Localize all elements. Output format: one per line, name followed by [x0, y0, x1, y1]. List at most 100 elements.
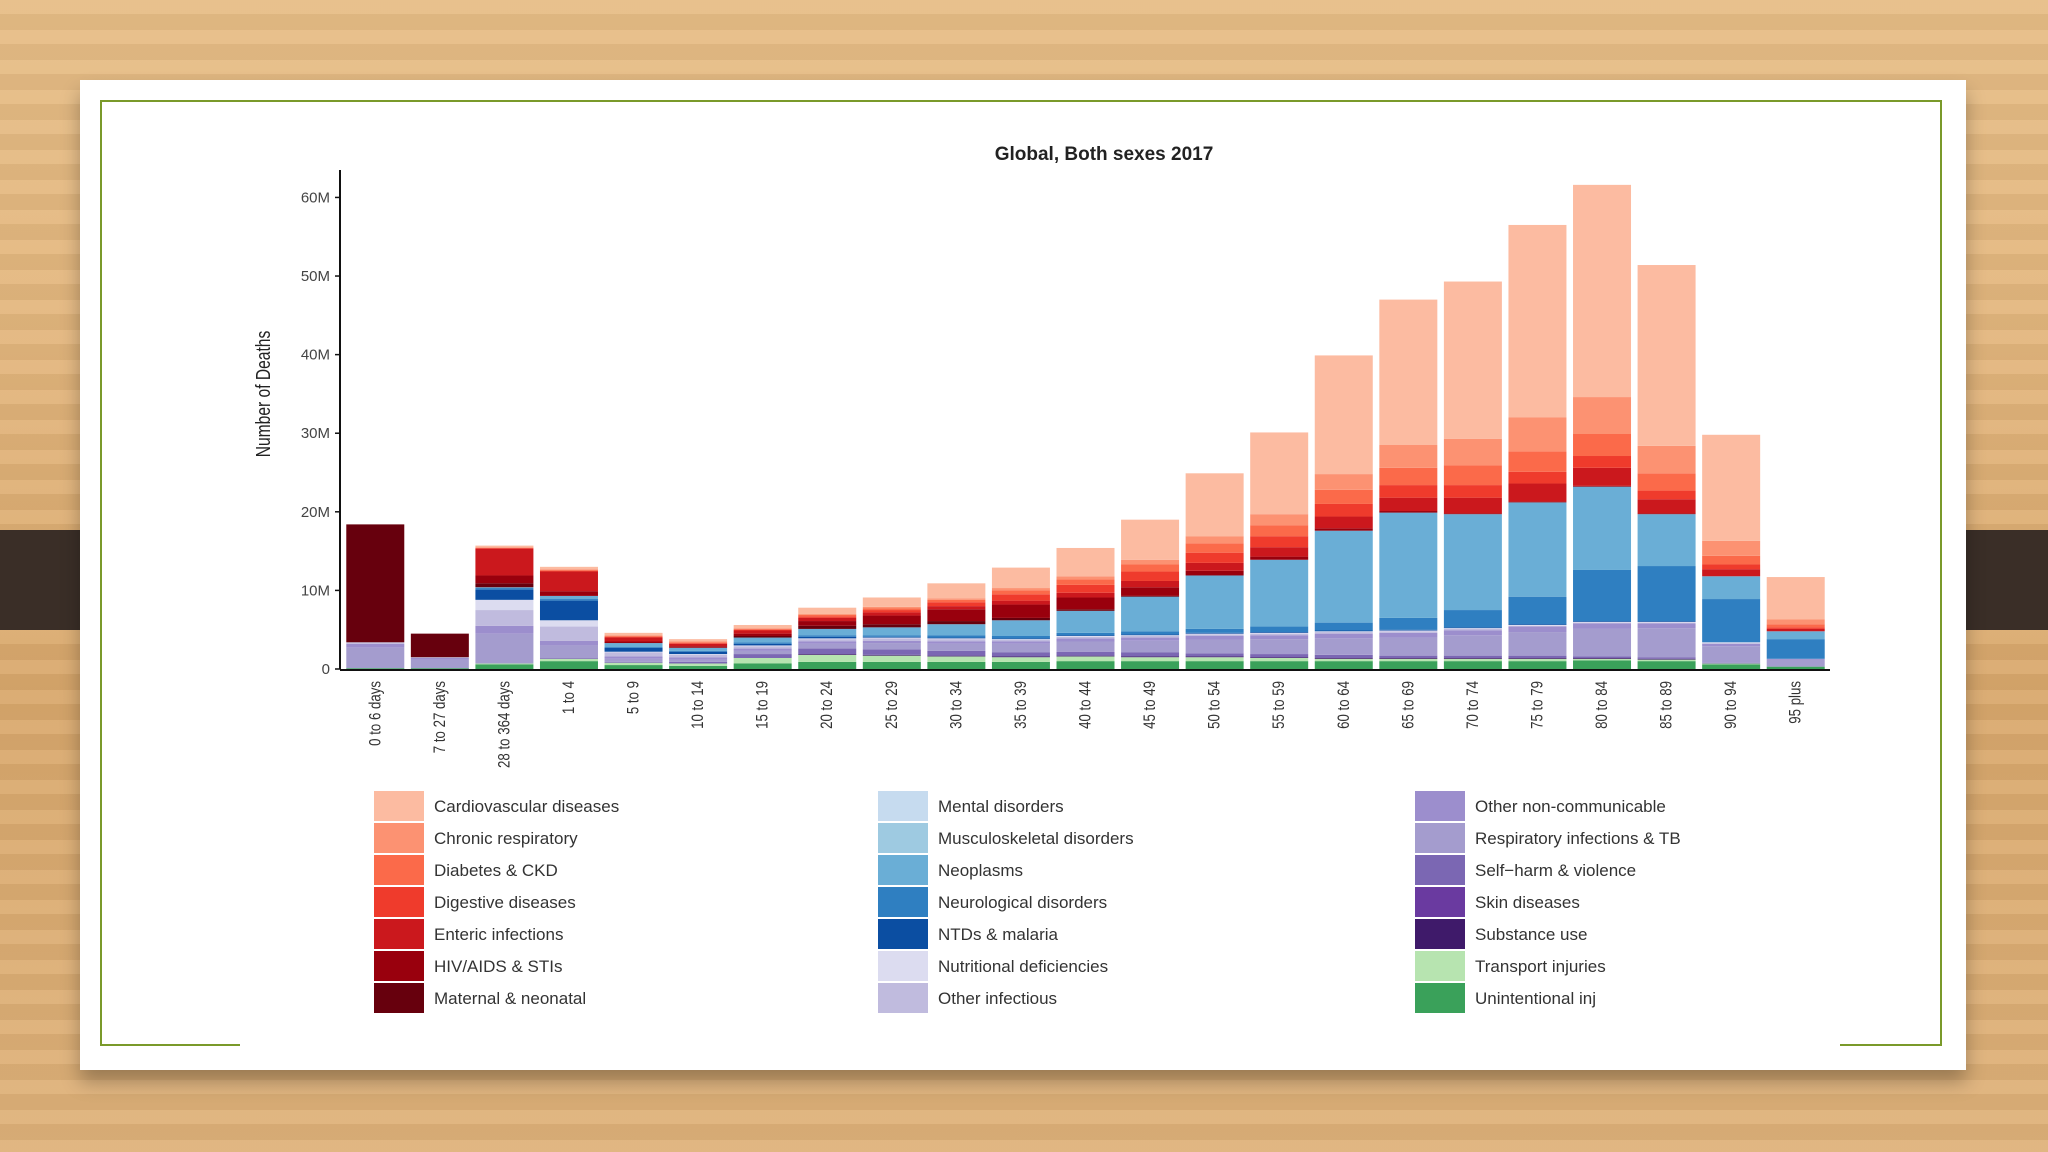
bar-segment — [1314, 638, 1373, 655]
bar-segment — [991, 639, 1050, 640]
bar-segment — [1056, 651, 1115, 656]
bar-segment — [927, 621, 986, 625]
bar-segment — [1185, 628, 1244, 633]
bar-segment — [539, 600, 598, 621]
x-tick-label: 20 to 24 — [818, 681, 837, 729]
bar-segment — [1379, 511, 1438, 513]
bar-segment — [1250, 547, 1309, 557]
bar-segment — [1314, 631, 1373, 633]
legend-label: NTDs & malaria — [938, 925, 1059, 944]
bar-segment — [1314, 633, 1373, 639]
bar-segment — [539, 620, 598, 627]
legend-label: Mental disorders — [938, 797, 1064, 816]
bar-segment — [1702, 663, 1761, 665]
bar-segment — [733, 654, 792, 658]
bar-segment — [1056, 547, 1115, 577]
bar-segment — [1185, 639, 1244, 654]
bar-segment — [1379, 445, 1438, 468]
bar-segment — [862, 606, 921, 609]
bar-segment — [1766, 619, 1825, 625]
bar-segment — [1637, 514, 1696, 567]
bar-segment — [1250, 639, 1309, 655]
bar-segment — [927, 643, 986, 651]
bar-segment — [1702, 564, 1761, 570]
bar-segment — [733, 628, 792, 629]
bar-segment — [1056, 579, 1115, 585]
bar-segment — [1314, 630, 1373, 632]
bar-segment — [1508, 502, 1567, 597]
bar-segment — [1508, 417, 1567, 452]
bar-segment — [733, 657, 792, 664]
bar-segment — [1766, 639, 1825, 659]
bar-segment — [1702, 643, 1761, 644]
bar-segment — [1508, 501, 1567, 503]
bar-segment — [410, 668, 469, 669]
legend-label: Digestive diseases — [434, 893, 576, 912]
bar-segment — [991, 641, 1050, 644]
bar-segment — [1508, 224, 1567, 418]
bar-segment — [604, 658, 663, 662]
bar-segment — [1443, 628, 1502, 629]
bar-segment — [1056, 655, 1115, 657]
bar-segment — [1508, 626, 1567, 633]
legend-swatch — [374, 823, 424, 853]
bar-segment — [475, 633, 534, 664]
bar-segment — [1121, 571, 1180, 581]
bar-segment — [1637, 628, 1696, 658]
bar-segment — [1379, 497, 1438, 512]
bar-segment — [862, 643, 921, 650]
bar-segment — [475, 587, 534, 589]
bar-segment — [1314, 530, 1373, 623]
bar-segment — [1573, 623, 1632, 629]
bar-segment — [798, 614, 857, 617]
bar-segment — [1508, 624, 1567, 625]
bar-segment — [1766, 659, 1825, 667]
bar-segment — [1121, 587, 1180, 596]
bar-segment — [1443, 281, 1502, 439]
bar-segment — [1379, 629, 1438, 631]
x-tick-label: 15 to 19 — [753, 681, 772, 729]
bar-segment — [1508, 624, 1567, 626]
bar-segment — [410, 633, 469, 658]
bar-segment — [1443, 658, 1502, 662]
bar-segment — [733, 648, 792, 651]
bar-segment — [475, 610, 534, 626]
bar-segment — [733, 628, 792, 630]
bar-segment — [1379, 657, 1438, 659]
bar-segment — [991, 617, 1050, 621]
bar-segment — [1056, 610, 1115, 633]
bar-segment — [1637, 513, 1696, 515]
bar-segment — [991, 657, 1050, 662]
bar-segment — [1766, 624, 1825, 628]
bar-segment — [1508, 471, 1567, 484]
bar-segment — [991, 594, 1050, 601]
bar-segment — [475, 545, 534, 548]
y-axis-label: Number of Deaths — [252, 331, 274, 458]
legend-label: Transport injuries — [1475, 957, 1606, 976]
bar-segment — [1637, 623, 1696, 629]
bar-segment — [1056, 584, 1115, 593]
bar-segment — [798, 661, 857, 669]
bar-segment — [346, 642, 405, 644]
bar-segment — [475, 664, 534, 669]
bar-segment — [1573, 658, 1632, 661]
bar-segment — [927, 641, 986, 644]
bar-segment — [1121, 635, 1180, 638]
bar-segment — [604, 665, 663, 669]
bar-segment — [1185, 552, 1244, 563]
bar-segment — [1056, 609, 1115, 611]
bar-segment — [1637, 473, 1696, 491]
legend-label: Other infectious — [938, 989, 1057, 1008]
bar-segment — [1508, 632, 1567, 656]
bar-segment — [669, 639, 728, 642]
bar-segment — [539, 658, 598, 662]
bar-segment — [539, 599, 598, 601]
bar-segment — [604, 643, 663, 647]
bar-segment — [1379, 630, 1438, 632]
bar-segment — [927, 583, 986, 599]
bar-segment — [862, 661, 921, 669]
bar-segment — [475, 625, 534, 634]
bar-segment — [991, 635, 1050, 639]
bar-segment — [1637, 621, 1696, 623]
bar-segment — [798, 643, 857, 649]
